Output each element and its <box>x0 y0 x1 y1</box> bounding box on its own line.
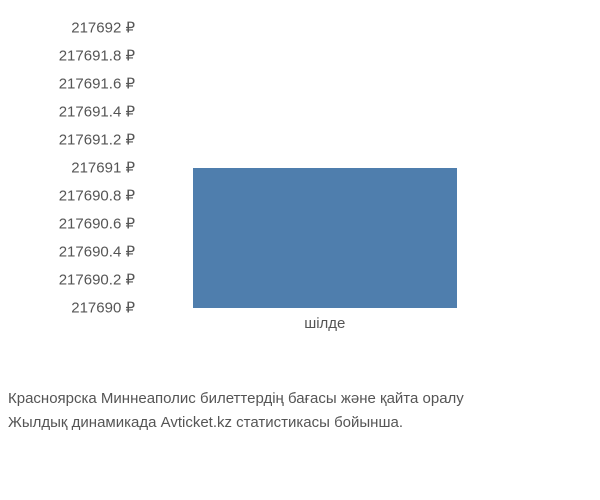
y-tick-label: 217691 ₽ <box>0 161 135 176</box>
x-axis: шілде <box>140 315 580 345</box>
y-axis: 217690 ₽217690.2 ₽217690.4 ₽217690.6 ₽21… <box>0 28 135 308</box>
y-tick-label: 217690 ₽ <box>0 301 135 316</box>
y-tick-label: 217692 ₽ <box>0 21 135 36</box>
price-chart: 217690 ₽ 217690.2 ₽ 217690.4 ₽ 217690.6 ₽ 21… <box>0 20 600 360</box>
plot-area <box>140 28 580 308</box>
y-tick-label: 217691.8 ₽ <box>0 49 135 64</box>
x-tick-label: шілде <box>304 315 345 332</box>
caption-line-1: Красноярска Миннеаполис билеттердің баға… <box>8 387 464 411</box>
caption-line-2: Жылдық динамикада Avticket.kz статистика… <box>8 411 464 435</box>
bar <box>193 168 457 308</box>
y-tick-label: 217691.2 ₽ <box>0 133 135 148</box>
y-tick-label: 217690.2 ₽ <box>0 273 135 288</box>
y-tick-label: 217690.4 ₽ <box>0 245 135 260</box>
y-tick-label: 217690.6 ₽ <box>0 217 135 232</box>
y-tick-label: 217691.6 ₽ <box>0 77 135 92</box>
chart-caption: Красноярска Миннеаполис билеттердің баға… <box>8 387 464 435</box>
y-tick-label: 217691.4 ₽ <box>0 105 135 120</box>
y-tick-label: 217690.8 ₽ <box>0 189 135 204</box>
